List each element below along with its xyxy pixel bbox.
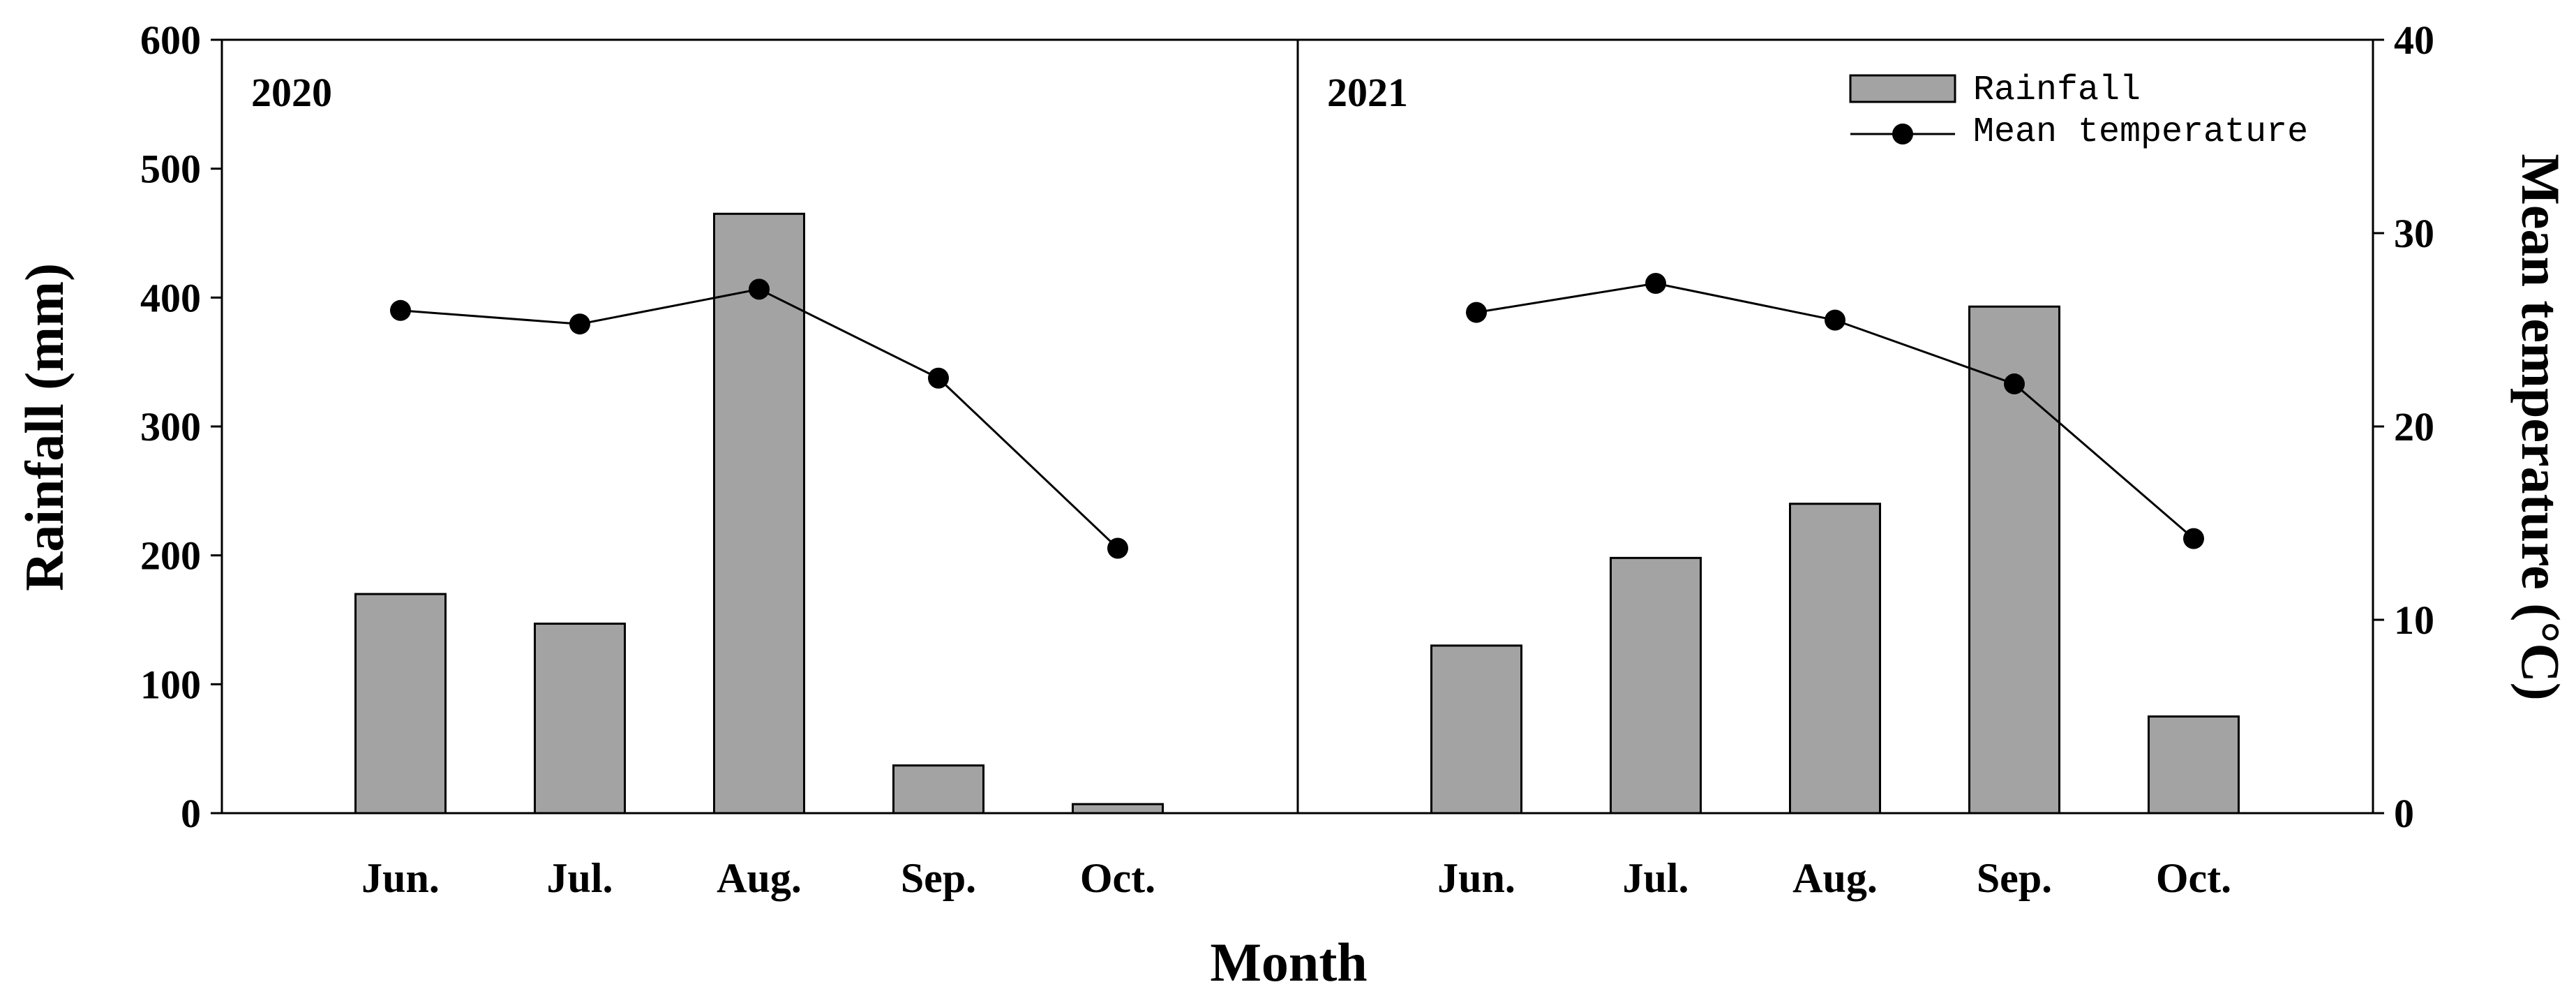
temperature-point-2021-sep [2004, 373, 2025, 395]
y-tick-label: 0 [181, 791, 201, 836]
bar-rainfall-2020-jun [354, 593, 447, 815]
legend-rainfall-swatch [1849, 74, 1956, 103]
y-tick-label: 300 [140, 404, 201, 450]
x-tick-label: Oct. [2156, 855, 2231, 901]
panel-label-2021: 2021 [1327, 70, 1408, 115]
x-tick-label: Jul. [546, 855, 613, 901]
legend-temperature-label: Mean temperature [1973, 112, 2308, 152]
legend-rainfall-label: Rainfall [1973, 70, 2141, 110]
bar-rainfall-2020-aug [713, 212, 805, 815]
y-tick-label: 100 [140, 662, 201, 707]
y2-tick-label: 0 [2394, 791, 2414, 836]
x-tick-label: Jun. [1437, 855, 1515, 901]
bar-rainfall-2020-jul [534, 623, 626, 815]
panel-label-2020: 2020 [251, 70, 332, 115]
bar-rainfall-2021-aug [1789, 503, 1881, 815]
y2-tick-label: 30 [2394, 211, 2434, 256]
x-tick-label: Jul. [1622, 855, 1688, 901]
bar-rainfall-2021-jul [1610, 556, 1702, 815]
y2-tick-label: 20 [2394, 404, 2434, 450]
legend-temperature-marker [1892, 124, 1913, 144]
temperature-point-2021-oct [2183, 528, 2204, 549]
bar-rainfall-2020-sep [892, 764, 984, 815]
y2-tick-label: 10 [2394, 597, 2434, 643]
bar-rainfall-2020-oct [1072, 803, 1164, 815]
x-tick-label: Sep. [901, 855, 976, 901]
temperature-point-2021-jun [1466, 302, 1487, 323]
x-tick-label: Sep. [1977, 855, 2052, 901]
y-axis-title: Rainfall (mm) [14, 263, 75, 591]
temperature-point-2020-jun [390, 299, 411, 321]
y-tick-label: 600 [140, 17, 201, 63]
temperature-point-2020-aug [749, 278, 770, 300]
line-layer [390, 273, 2204, 559]
x-tick-label: Aug. [717, 855, 802, 901]
text-layer: Month Rainfall (mm) Mean temperature (°C… [14, 17, 2571, 993]
y-tick-label: 200 [140, 533, 201, 579]
temperature-point-2021-aug [1825, 309, 1845, 331]
temperature-point-2021-jul [1645, 273, 1666, 295]
y-tick-label: 400 [140, 275, 201, 320]
x-axis-title: Month [1210, 932, 1367, 993]
temperature-point-2020-oct [1107, 537, 1128, 559]
x-tick-label: Aug. [1792, 855, 1878, 901]
bar-rainfall-2021-oct [2148, 715, 2240, 815]
y-tick-label: 500 [140, 147, 201, 192]
x-tick-label: Oct. [1080, 855, 1155, 901]
y2-tick-label: 40 [2394, 17, 2434, 63]
x-tick-label: Jun. [361, 855, 440, 901]
bar-rainfall-2021-jun [1430, 644, 1522, 815]
temperature-point-2020-jul [569, 313, 590, 335]
temperature-point-2020-sep [928, 367, 949, 389]
y2-axis-title: Mean temperature (°C) [2510, 154, 2571, 700]
